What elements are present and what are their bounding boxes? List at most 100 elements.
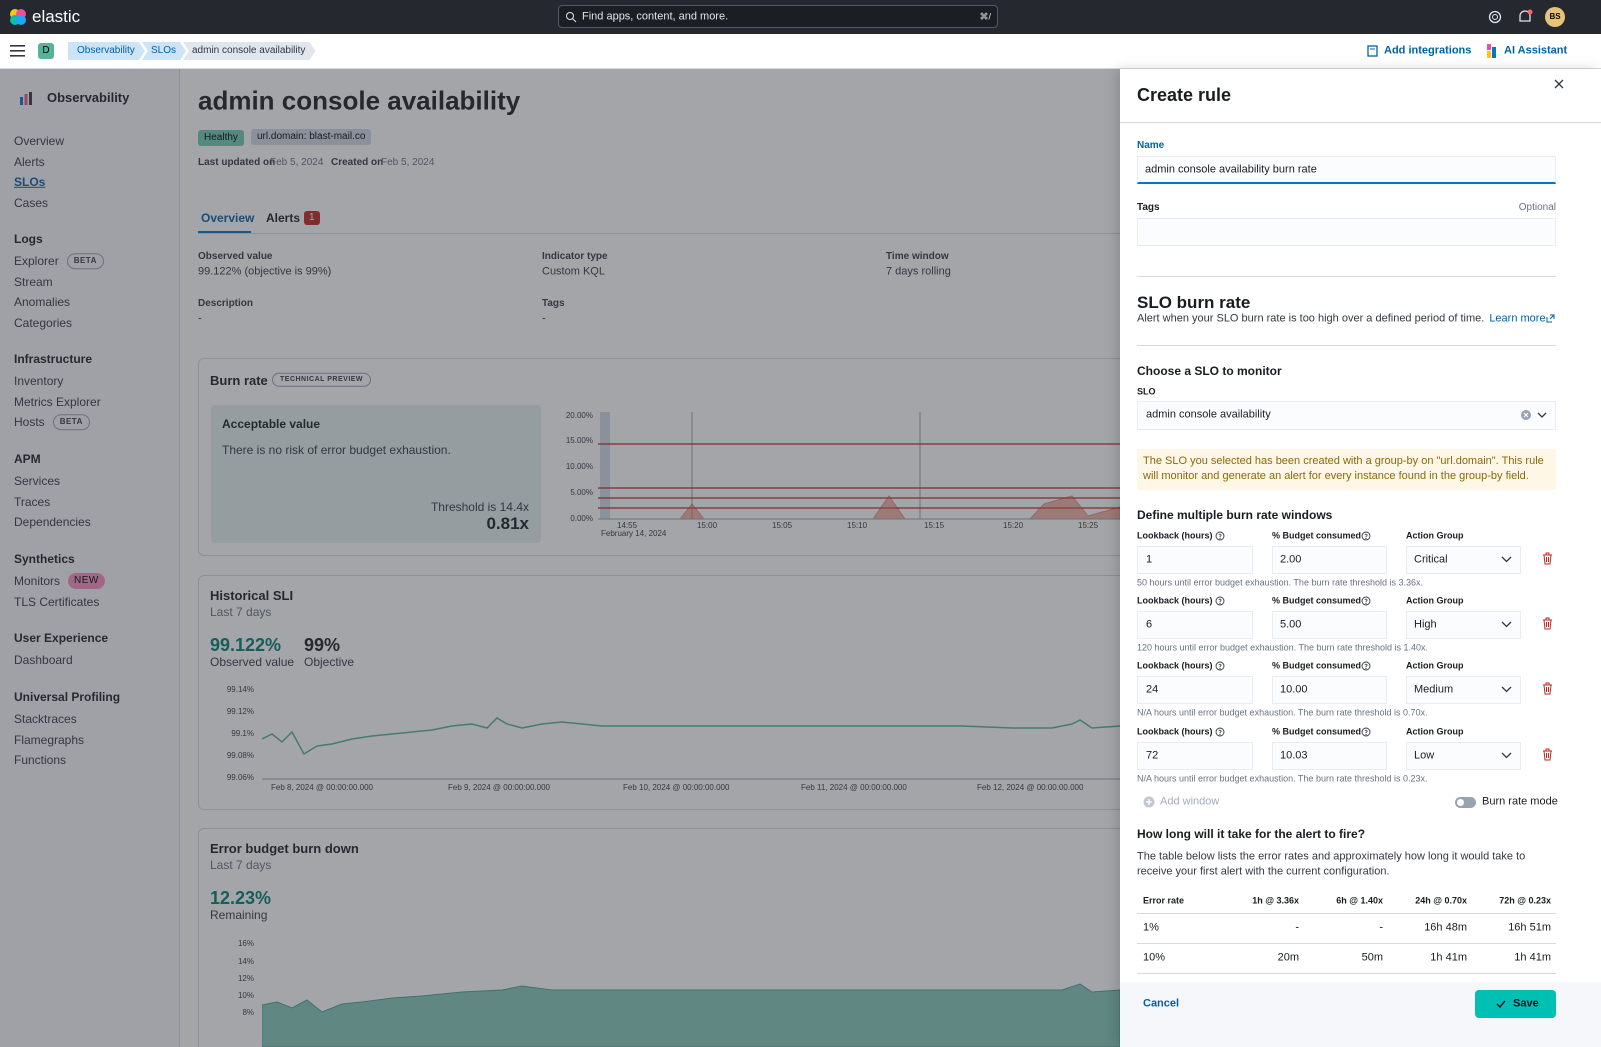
nav-item[interactable]: Cases <box>14 195 49 210</box>
tab[interactable]: Overview <box>201 210 255 225</box>
link[interactable]: Learn more <box>1489 312 1546 325</box>
optional: Optional <box>1518 202 1556 213</box>
header-link[interactable]: AI Assistant <box>1504 44 1568 57</box>
save-button[interactable] <box>1475 990 1556 1018</box>
nav-item[interactable]: Functions <box>14 753 67 768</box>
budget-input[interactable] <box>1272 676 1387 705</box>
burn-value: 0.81x <box>486 513 529 533</box>
nav-item[interactable]: TLS Certificates <box>14 594 100 609</box>
tab[interactable]: Alerts <box>266 210 301 225</box>
lookback-input[interactable] <box>1137 676 1253 705</box>
tags-input[interactable] <box>1137 218 1556 246</box>
field-label: Observed value <box>198 251 273 262</box>
nav-item[interactable]: Inventory <box>14 373 64 388</box>
group-select[interactable] <box>1406 546 1521 574</box>
budget-input[interactable] <box>1272 611 1387 640</box>
paragraph: The table below lists the error rates an… <box>1137 850 1526 878</box>
nav-item[interactable]: SLOs <box>14 175 46 190</box>
add-window-button[interactable]: Add window <box>1160 795 1220 808</box>
field-label: SLO <box>1137 386 1156 397</box>
y-tick-label: 20.00% <box>565 411 593 421</box>
meta-label: Created on <box>331 157 384 168</box>
breadcrumb[interactable]: Observability <box>68 42 145 60</box>
table-header: Error rate <box>1143 895 1185 906</box>
nav-item[interactable]: Metrics Explorer <box>14 394 101 409</box>
y-tick-label: 99.12% <box>226 707 254 717</box>
check-icon <box>1496 1000 1506 1008</box>
nav-item[interactable]: Dashboard <box>14 652 73 667</box>
table-rule <box>1137 973 1556 974</box>
nav-item[interactable]: Alerts <box>14 154 45 169</box>
chevron <box>1501 686 1512 693</box>
y-tick-label: 14% <box>237 957 254 967</box>
lookback-input[interactable] <box>1137 611 1253 640</box>
nav-item[interactable]: Overview <box>14 133 65 148</box>
y-tick-label: 10% <box>237 991 254 1001</box>
metric-value: 12.23% <box>210 888 272 909</box>
budget-input[interactable] <box>1272 546 1387 574</box>
table-cell: 1% <box>1143 921 1159 934</box>
nav-item[interactable]: Flamegraphs <box>14 732 85 747</box>
x-tick-label: 14:55 <box>617 521 638 531</box>
brand: elastic <box>32 6 81 26</box>
budget-input[interactable] <box>1272 741 1387 770</box>
field-value: - <box>542 312 546 325</box>
delete-button <box>1543 748 1552 761</box>
field-label: Indicator type <box>542 251 608 262</box>
space-avatar: D <box>38 43 54 59</box>
cancel-button[interactable]: Cancel <box>1143 997 1180 1010</box>
table-cell: 16h 51m <box>1508 921 1551 934</box>
breadcrumb[interactable]: SLOs <box>142 42 186 60</box>
group-select[interactable] <box>1406 676 1521 705</box>
nav-item[interactable]: Anomalies <box>14 295 71 310</box>
field-value: 99.122% (objective is 99%) <box>198 265 332 278</box>
close-button <box>1554 79 1564 89</box>
axis-date: February 14, 2024 <box>601 529 667 539</box>
table-header: 6h @ 1.40x <box>1336 895 1383 906</box>
nav-item[interactable]: Services <box>14 473 61 488</box>
nav-item[interactable]: Monitors <box>14 573 61 588</box>
badge: BETA <box>52 414 90 431</box>
nav-item[interactable]: Dependencies <box>14 515 91 530</box>
nav-item[interactable]: Explorer <box>14 253 59 268</box>
card-text: There is no risk of error budget exhaust… <box>222 442 451 457</box>
metric-value: 99.122% <box>210 635 282 656</box>
toggle-knob <box>1457 799 1464 806</box>
lookback-input[interactable] <box>1137 741 1253 770</box>
sidebar <box>0 69 180 1047</box>
callout-text: The SLO you selected has been created wi… <box>1143 455 1544 482</box>
help-icon <box>1215 596 1225 606</box>
nav-item[interactable]: Traces <box>14 494 51 509</box>
nav-item[interactable]: Categories <box>14 315 73 330</box>
search-box[interactable] <box>558 5 998 28</box>
x-tick-label: 15:05 <box>772 521 793 531</box>
nav-item[interactable]: Stacktraces <box>14 711 77 726</box>
search-icon <box>566 12 577 23</box>
nav-group-title: Logs <box>14 231 43 246</box>
nav-item[interactable]: Stream <box>14 274 53 289</box>
y-tick-label: 99.1% <box>231 729 254 739</box>
metric-label: Objective <box>304 654 355 669</box>
meta-label: Last updated on <box>198 157 276 168</box>
burn-rate-chart <box>598 412 1120 520</box>
divider <box>1120 122 1601 123</box>
menu-icon <box>10 45 25 57</box>
external-icon <box>1546 314 1555 323</box>
panel-subtitle: Last 7 days <box>210 857 272 872</box>
field-value: 7 days rolling <box>886 265 951 278</box>
slo-combobox[interactable] <box>1137 401 1556 430</box>
group-select[interactable] <box>1406 611 1521 640</box>
subsection-title: How long will it take for the alert to f… <box>1137 826 1366 841</box>
nav-item[interactable]: Hosts <box>14 415 45 430</box>
lookback-input[interactable] <box>1137 546 1253 574</box>
select-value: Low <box>1414 749 1435 761</box>
toggle[interactable] <box>1455 797 1476 808</box>
name-input[interactable] <box>1137 156 1556 184</box>
header-link[interactable]: Add integrations <box>1384 44 1472 57</box>
field-label: Action Group <box>1406 726 1464 737</box>
help-icon <box>1215 727 1225 737</box>
help-icon <box>1361 661 1371 671</box>
field-label: Lookback (hours) <box>1137 595 1213 606</box>
group-select[interactable] <box>1406 741 1521 770</box>
table-cell: 20m <box>1277 951 1299 964</box>
